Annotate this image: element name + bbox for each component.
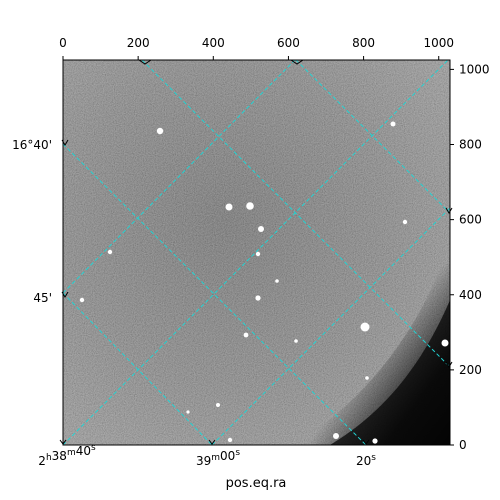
top-tick-label-1000: 1000 [423, 36, 454, 50]
wcs-tick-b3 [362, 439, 370, 445]
star-16 [227, 437, 233, 443]
axes: 0 200 400 600 800 1000 0 200 400 600 800 1000 2h38m4… [12, 36, 489, 468]
right-tick-label-1000: 1000 [459, 62, 490, 76]
wcs-tick-b1 [59, 439, 67, 445]
dec-tick-label-1: 45' [33, 291, 52, 305]
star-9 [107, 249, 113, 255]
dec-gridline-4 [63, 292, 213, 445]
dec-gridline-2 [141, 60, 450, 368]
star-4 [360, 322, 370, 332]
top-tick-label-600: 600 [277, 36, 300, 50]
star-0 [156, 127, 164, 135]
star-7 [243, 332, 249, 338]
ra-gridline-1 [63, 60, 296, 294]
star-11 [402, 219, 408, 225]
top-tick-label-400: 400 [202, 36, 225, 50]
star-19 [365, 376, 369, 380]
right-tick-label-800: 800 [459, 138, 482, 152]
top-tick-label-0: 0 [59, 36, 67, 50]
star-13 [333, 433, 339, 439]
stars [79, 121, 449, 444]
wcs-tick-t2 [290, 59, 304, 65]
right-tick-label-0: 0 [459, 438, 467, 452]
right-tick-label-600: 600 [459, 213, 482, 227]
ra-tick-label-1: 39m00s [196, 448, 240, 468]
star-17 [294, 339, 298, 343]
star-1 [225, 203, 233, 211]
star-6 [255, 295, 261, 301]
star-3 [258, 226, 264, 232]
wcs-tick-l1 [61, 139, 69, 146]
star-18 [275, 279, 279, 283]
dec-tick-label-0: 16°40' [12, 138, 52, 152]
top-tick-label-200: 200 [127, 36, 150, 50]
wcs-tick-r2 [445, 361, 453, 368]
right-tick-label-400: 400 [459, 288, 482, 302]
ra-tick-label-0: 2h38m40s [38, 443, 96, 468]
right-tick-label-200: 200 [459, 363, 482, 377]
ra-gridline-3 [211, 207, 450, 445]
plot-frame [62, 59, 451, 446]
star-20 [186, 410, 190, 414]
star-12 [390, 121, 396, 127]
coordinate-grid [63, 60, 450, 445]
dec-gridline-3 [295, 60, 450, 214]
wcs-tick-b2 [208, 439, 216, 445]
star-8 [255, 251, 261, 257]
wcs-tick-t1 [138, 59, 152, 65]
wcs-tick-l2 [61, 291, 69, 298]
star-10 [79, 297, 85, 303]
top-tick-label-800: 800 [352, 36, 375, 50]
star-15 [216, 403, 220, 407]
star-5 [441, 339, 449, 347]
star-2 [246, 202, 254, 210]
x-axis-title: pos.eq.ra [226, 476, 287, 491]
ra-tick-label-2: 20s [356, 453, 376, 468]
wcs-tick-r1 [445, 207, 453, 214]
star-14 [372, 438, 378, 444]
sky-image [63, 60, 450, 445]
